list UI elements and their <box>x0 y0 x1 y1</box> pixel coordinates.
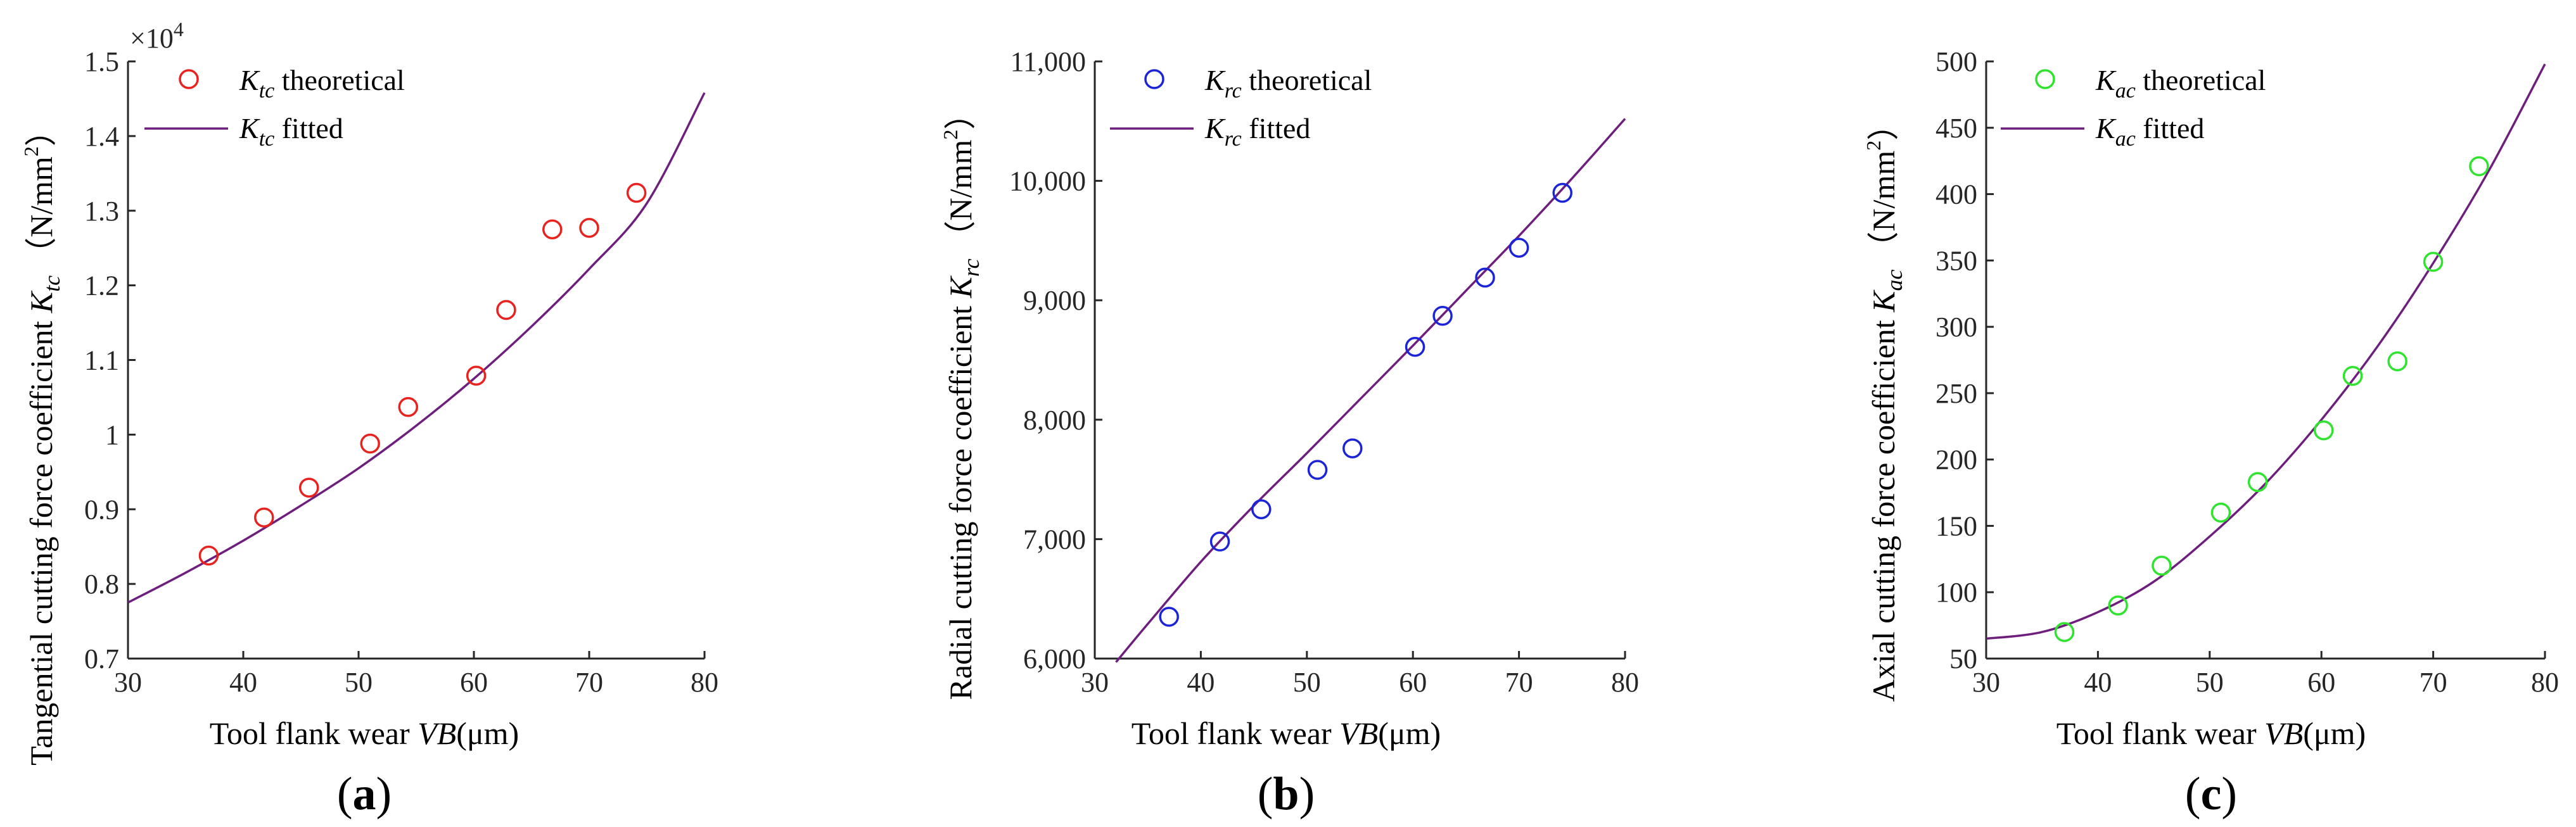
panel-label-b: (b) <box>1258 768 1315 820</box>
legend-entry-fitted: Krc fitted <box>1204 112 1310 151</box>
data-point <box>2108 595 2128 616</box>
x-tick-label: 70 <box>1505 667 1533 698</box>
y-tick-label: 200 <box>1935 445 1977 476</box>
y-tick-label: 7,000 <box>1023 524 1086 555</box>
legend-entry-theoretical: Kac theoretical <box>2095 64 2266 103</box>
legend-marker <box>2035 69 2055 89</box>
y-axis-label: Axial cutting force coefficient Kac（N/mm… <box>1862 109 1907 702</box>
data-point <box>2054 622 2075 642</box>
x-tick-label: 70 <box>2420 667 2447 698</box>
x-tick-label: 50 <box>345 667 373 698</box>
y-tick-label: 0.7 <box>84 643 119 674</box>
data-point <box>2152 555 2172 576</box>
data-point <box>1405 337 1425 357</box>
data-point <box>1475 267 1495 288</box>
x-tick-label: 30 <box>114 667 142 698</box>
x-axis-label: Tool flank wear VB(μm) <box>1132 716 1441 751</box>
data-point <box>298 477 319 498</box>
y-tick-label: 400 <box>1935 179 1977 210</box>
data-point <box>1552 182 1572 203</box>
y-tick-label: 150 <box>1935 510 1977 541</box>
y-tick-label: 1.2 <box>84 270 119 301</box>
y-axis-multiplier: ×104 <box>130 18 184 54</box>
y-tick-label: 450 <box>1935 113 1977 144</box>
data-point <box>496 300 516 320</box>
data-point <box>466 365 487 386</box>
panel-label-c: (c) <box>2185 768 2237 820</box>
legend-entry-fitted: Kac fitted <box>2095 112 2204 151</box>
y-tick-label: 250 <box>1935 378 1977 409</box>
y-tick-label: 500 <box>1935 46 1977 77</box>
chart-panel-b: 30 40 50 60 70 80 6,000 7,000 8,000 9,000 10,000 11… <box>939 46 1639 820</box>
x-tick-label: 80 <box>691 667 718 698</box>
y-tick-label: 50 <box>1949 643 1977 674</box>
chart-panel-a: 30 40 50 60 70 80 0.7 0.8 0.9 1 1.1 1.2 1.3 1.4 1.5 Ktc… <box>20 18 718 820</box>
y-tick-label: 1.1 <box>84 345 119 376</box>
legend-entry-theoretical: Krc theoretical <box>1204 64 1372 103</box>
data-point <box>579 218 599 238</box>
data-point <box>542 219 563 239</box>
data-point <box>1508 237 1529 258</box>
x-tick-label: 80 <box>2531 667 2559 698</box>
legend-marker <box>1144 69 1164 89</box>
y-tick-label: 1.3 <box>84 196 119 227</box>
x-tick-label: 30 <box>1081 667 1109 698</box>
data-point <box>1251 499 1272 519</box>
x-tick-label: 30 <box>1972 667 2000 698</box>
y-tick-label: 11,000 <box>1011 46 1086 77</box>
x-tick-label: 40 <box>1187 667 1215 698</box>
x-tick-label: 70 <box>575 667 603 698</box>
y-tick-label: 10,000 <box>1009 166 1086 197</box>
data-point <box>360 433 380 454</box>
data-point <box>2247 472 2268 493</box>
x-tick-label: 60 <box>2307 667 2335 698</box>
y-tick-label: 1 <box>105 419 119 450</box>
data-point <box>398 397 419 417</box>
y-tick-label: 8,000 <box>1023 405 1086 436</box>
x-tick-label: 50 <box>2196 667 2224 698</box>
data-point <box>1432 305 1453 326</box>
y-tick-label: 300 <box>1935 312 1977 343</box>
data-point <box>1209 531 1230 552</box>
legend-entry-fitted: Ktc fitted <box>239 112 343 151</box>
chart-panel-c: 30 40 50 60 70 80 50 100 150 200 250 300 350 400 450 50… <box>1862 46 2559 820</box>
data-point <box>626 182 647 203</box>
y-tick-label: 350 <box>1935 245 1977 276</box>
x-tick-label: 60 <box>1399 667 1427 698</box>
data-point <box>2210 502 2231 523</box>
y-tick-label: 1.4 <box>84 121 119 152</box>
data-point <box>198 545 219 566</box>
x-tick-label: 40 <box>229 667 257 698</box>
legend-marker <box>179 69 199 89</box>
fitted-curve <box>1115 118 1626 663</box>
data-point <box>1159 607 1179 627</box>
panel-label-a: (a) <box>337 768 392 820</box>
fitted-curve <box>127 92 706 604</box>
data-point <box>1307 460 1328 480</box>
legend-entry-theoretical: Ktc theoretical <box>239 64 405 103</box>
data-point <box>1342 438 1363 458</box>
y-tick-label: 9,000 <box>1023 285 1086 316</box>
data-point <box>2469 156 2489 177</box>
data-point <box>2313 420 2334 441</box>
y-tick-label: 6,000 <box>1023 643 1086 674</box>
x-tick-label: 50 <box>1293 667 1321 698</box>
y-tick-label: 100 <box>1935 577 1977 608</box>
x-axis-label: Tool flank wear VB(μm) <box>210 716 519 751</box>
y-tick-label: 0.9 <box>84 494 119 525</box>
data-point <box>254 507 274 527</box>
y-axis-label: Tangential cutting force coefficient Ktc… <box>20 115 65 766</box>
x-axis-label: Tool flank wear VB(μm) <box>2056 716 2366 751</box>
fitted-curve <box>1986 63 2546 640</box>
data-point <box>2342 365 2363 386</box>
x-tick-label: 60 <box>460 667 488 698</box>
y-tick-label: 1.5 <box>84 46 119 77</box>
data-point <box>2387 351 2407 372</box>
data-point <box>2423 251 2444 272</box>
x-tick-label: 40 <box>2084 667 2112 698</box>
y-axis-label: Radial cutting force coefficient Krc（N/m… <box>939 98 984 700</box>
x-tick-label: 80 <box>1611 667 1639 698</box>
y-tick-label: 0.8 <box>84 569 119 600</box>
